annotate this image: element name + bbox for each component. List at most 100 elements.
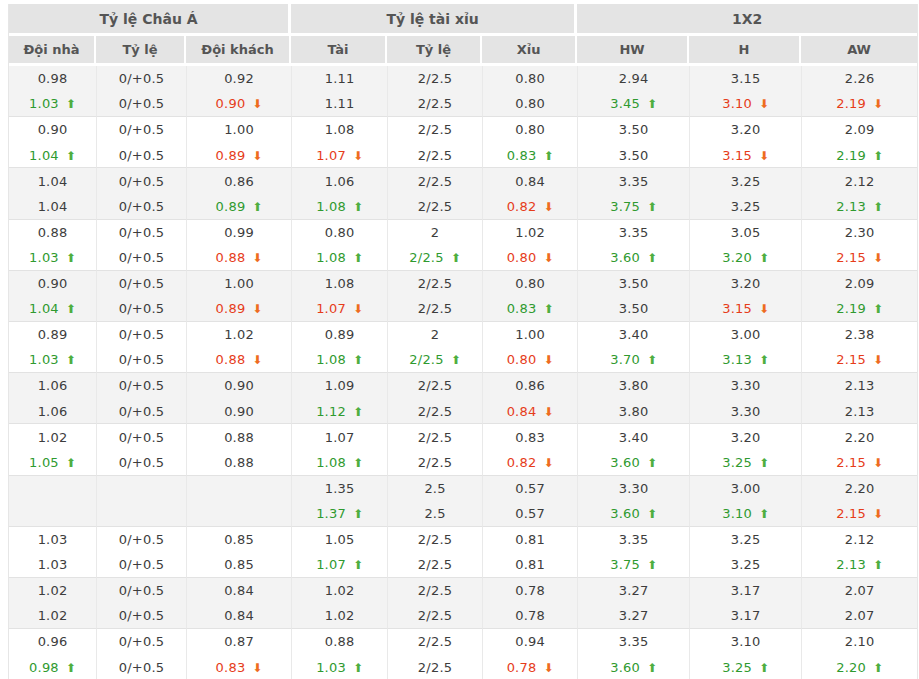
col-away-team: Đội khách: [186, 36, 291, 66]
odds-value: 2.12: [845, 174, 875, 189]
odds-cell: 3.80: [577, 373, 689, 399]
odds-value: 0/+0.5: [119, 148, 164, 163]
odds-value: 0.80: [515, 96, 545, 111]
odds-value: 0.89: [38, 327, 68, 342]
odds-cell: 0.57: [482, 476, 577, 502]
odds-cell: 2.20: [801, 476, 917, 502]
odds-cell: 0/+0.5: [96, 578, 186, 604]
odds-value: 3.13: [722, 352, 752, 367]
odds-row-group: 0.900/+0.51.001.082/2.50.803.503.202.091…: [9, 271, 917, 322]
up-arrow-icon: ⬆: [647, 200, 657, 214]
odds-cell: 3.30: [689, 399, 801, 425]
up-arrow-icon: ⬆: [543, 149, 553, 163]
odds-value: 0.80: [515, 276, 545, 291]
odds-value: 0.80: [515, 71, 545, 86]
odds-cell: 1.02: [9, 424, 96, 450]
odds-value: 2.5: [424, 481, 445, 496]
odds-value: 2.30: [845, 225, 875, 240]
odds-value: 2.12: [845, 532, 875, 547]
odds-cell: 2.13⬆: [801, 552, 917, 578]
odds-cell: 3.05: [689, 220, 801, 246]
odds-value: 1.08: [325, 122, 355, 137]
odds-value: 1.03: [38, 557, 68, 572]
odds-cell: 0.80: [291, 220, 387, 246]
odds-cell: 3.60⬆: [577, 245, 689, 271]
header-group-row: Tỷ lệ Châu Á Tỷ lệ tài xỉu 1X2: [9, 4, 917, 36]
odds-cell: 2/2.5: [387, 194, 482, 220]
odds-cell: [96, 476, 186, 502]
up-arrow-icon: ⬆: [873, 661, 883, 675]
odds-value: 3.50: [619, 148, 649, 163]
odds-cell: 1.07⬇: [291, 143, 387, 169]
up-arrow-icon: ⬆: [353, 251, 363, 265]
odds-cell: 3.30: [577, 476, 689, 502]
odds-cell: 0/+0.5: [96, 629, 186, 655]
odds-value: 3.30: [619, 481, 649, 496]
odds-cell: 1.09: [291, 373, 387, 399]
odds-cell: 0.89⬆: [186, 194, 291, 220]
odds-cell: 0.92: [186, 66, 291, 92]
odds-row: 1.03⬆0/+0.50.88⬇1.08⬆2/2.5⬆0.80⬇3.70⬆3.1…: [9, 348, 917, 374]
odds-value: 0/+0.5: [119, 352, 164, 367]
odds-value: 3.75: [610, 557, 640, 572]
odds-cell: 2.20: [801, 424, 917, 450]
down-arrow-icon: ⬇: [543, 251, 553, 265]
odds-cell: 0.57: [482, 501, 577, 527]
odds-value: 3.35: [619, 532, 649, 547]
odds-value: 1.00: [224, 276, 254, 291]
odds-cell: 0.90⬇: [186, 92, 291, 118]
odds-value: 0.98: [29, 660, 59, 675]
up-arrow-icon: ⬆: [353, 558, 363, 572]
odds-cell: 2.13⬆: [801, 194, 917, 220]
odds-value: 1.08: [316, 199, 346, 214]
odds-cell: 1.08⬆: [291, 348, 387, 374]
odds-value: 1.00: [224, 122, 254, 137]
up-arrow-icon: ⬆: [252, 200, 262, 214]
odds-value: 0/+0.5: [119, 378, 164, 393]
odds-row: 1.03⬆0/+0.50.88⬇1.08⬆2/2.5⬆0.80⬇3.60⬆3.2…: [9, 245, 917, 271]
odds-value: 2/2.5: [418, 96, 452, 111]
up-arrow-icon: ⬆: [647, 456, 657, 470]
odds-value: 2/2.5: [418, 174, 452, 189]
odds-value: 2/2.5: [418, 301, 452, 316]
odds-value: 0/+0.5: [119, 327, 164, 342]
up-arrow-icon: ⬆: [873, 558, 883, 572]
odds-cell: 3.10⬆: [689, 501, 801, 527]
odds-cell: 0.80: [482, 271, 577, 297]
odds-row: 0.880/+0.50.990.8021.023.353.052.30: [9, 220, 917, 246]
odds-cell: 1.03: [9, 552, 96, 578]
odds-cell: [9, 501, 96, 527]
odds-row: 0.980/+0.50.921.112/2.50.802.943.152.26: [9, 66, 917, 92]
odds-cell: 1.02: [291, 603, 387, 629]
odds-row-group: 0.980/+0.50.921.112/2.50.802.943.152.261…: [9, 66, 917, 117]
odds-cell: 0.81: [482, 552, 577, 578]
odds-table: Tỷ lệ Châu Á Tỷ lệ tài xỉu 1X2 Đội nhà T…: [8, 4, 918, 679]
odds-value: 0/+0.5: [119, 660, 164, 675]
odds-cell: 1.00: [482, 322, 577, 348]
odds-value: 2.13: [845, 378, 875, 393]
odds-value: 3.00: [731, 481, 761, 496]
odds-value: 2.19: [836, 148, 866, 163]
odds-cell: 2.13: [801, 399, 917, 425]
odds-value: 3.75: [610, 199, 640, 214]
down-arrow-icon: ⬇: [543, 661, 553, 675]
odds-cell: 1.08: [291, 271, 387, 297]
odds-cell: 3.50: [577, 271, 689, 297]
col-home-win: HW: [577, 36, 689, 66]
odds-row: 1.05⬆0/+0.50.881.08⬆2/2.50.82⬇3.60⬆3.25⬆…: [9, 450, 917, 476]
odds-cell: 1.03⬆: [9, 245, 96, 271]
odds-cell: 1.03⬆: [9, 92, 96, 118]
odds-cell: 3.10: [689, 629, 801, 655]
odds-cell: 3.50: [577, 117, 689, 143]
odds-cell: 1.04: [9, 194, 96, 220]
odds-cell: 0/+0.5: [96, 552, 186, 578]
odds-value: 2/2.5: [418, 660, 452, 675]
odds-cell: 3.00: [689, 476, 801, 502]
odds-cell: 0.88: [186, 424, 291, 450]
odds-value: 1.02: [38, 430, 68, 445]
odds-cell: 0.85: [186, 552, 291, 578]
odds-cell: 1.37⬆: [291, 501, 387, 527]
odds-row: 1.040/+0.50.89⬆1.08⬆2/2.50.82⬇3.75⬆3.252…: [9, 194, 917, 220]
down-arrow-icon: ⬇: [252, 149, 262, 163]
odds-cell: 0.90: [9, 271, 96, 297]
